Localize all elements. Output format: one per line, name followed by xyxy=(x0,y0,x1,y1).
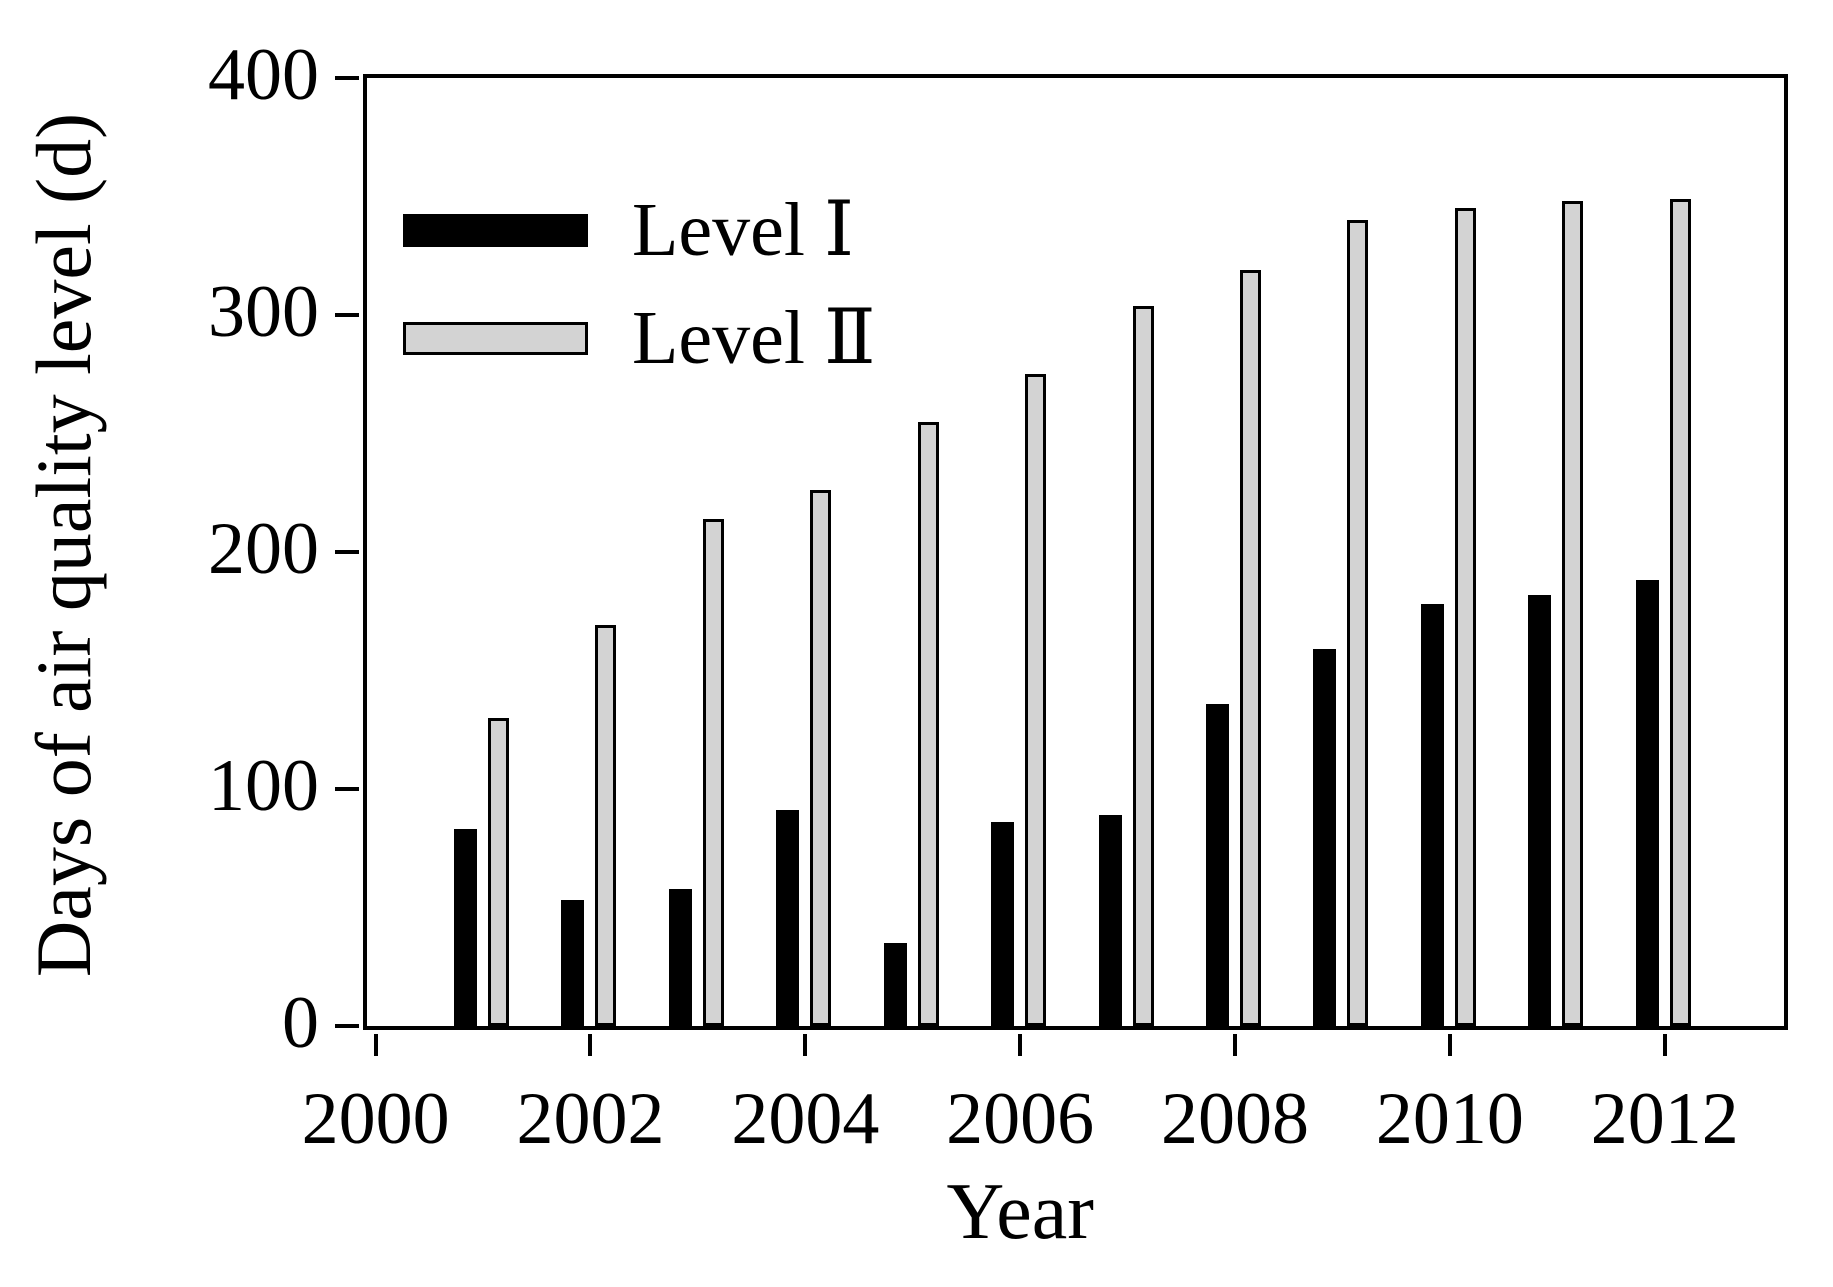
x-axis-title: Year xyxy=(946,1168,1094,1256)
x-tick-label: 2010 xyxy=(1375,1078,1524,1160)
x-tick xyxy=(1447,1034,1452,1056)
bar-level1-2011 xyxy=(1528,594,1552,1026)
x-tick xyxy=(1233,1034,1238,1056)
x-tick xyxy=(1662,1034,1667,1056)
y-tick xyxy=(335,550,359,554)
bar-level2-2009 xyxy=(1347,220,1369,1026)
y-tick-label: 100 xyxy=(208,745,319,828)
legend-row-level2: Level Ⅱ xyxy=(403,300,876,376)
y-tick xyxy=(335,787,359,791)
y-tick-label: 300 xyxy=(208,271,319,354)
y-tick xyxy=(335,76,359,80)
bar-level2-2004 xyxy=(810,490,832,1026)
x-tick-label: 2004 xyxy=(731,1078,880,1160)
x-tick-label: 2008 xyxy=(1161,1078,1310,1160)
bar-level2-2007 xyxy=(1132,305,1154,1026)
x-tick-label: 2002 xyxy=(516,1078,665,1160)
y-tick xyxy=(335,1024,359,1028)
bar-level1-2006 xyxy=(991,822,1015,1026)
x-tick xyxy=(373,1034,378,1056)
x-tick-label: 2000 xyxy=(301,1078,450,1160)
y-tick-label: 400 xyxy=(208,34,319,117)
bar-level1-2007 xyxy=(1098,815,1122,1026)
legend-row-level1: Level Ⅰ xyxy=(403,192,854,268)
bar-level1-2003 xyxy=(668,888,692,1026)
bar-level1-2005 xyxy=(883,943,907,1026)
y-axis-title: Days of air quality level (d) xyxy=(20,112,107,978)
bar-level2-2010 xyxy=(1454,208,1476,1026)
x-tick xyxy=(588,1034,593,1056)
x-tick xyxy=(1018,1034,1023,1056)
bar-level1-2012 xyxy=(1635,580,1659,1026)
legend-swatch-level1-icon xyxy=(403,213,588,247)
bar-level2-2008 xyxy=(1240,269,1262,1026)
plot-area: 0 100 200 300 400 2000 2002 2004 2006 2008 2010 20… xyxy=(208,38,1788,1156)
bar-level2-2006 xyxy=(1025,374,1047,1026)
bar-level2-2001 xyxy=(488,717,510,1026)
bar-level1-2008 xyxy=(1206,703,1230,1026)
x-tick-label: 2006 xyxy=(946,1078,1095,1160)
x-tick-label: 2012 xyxy=(1590,1078,1739,1160)
bar-level2-2003 xyxy=(702,518,724,1026)
legend-swatch-level2-icon xyxy=(403,321,588,355)
legend-label-level1: Level Ⅰ xyxy=(632,188,855,272)
y-tick-label: 0 xyxy=(282,982,319,1065)
legend-label-level2: Level Ⅱ xyxy=(632,296,876,380)
y-tick-label: 200 xyxy=(208,508,319,591)
bar-level2-2005 xyxy=(917,421,939,1026)
bar-level1-2009 xyxy=(1313,649,1337,1026)
x-tick xyxy=(803,1034,808,1056)
bar-level2-2012 xyxy=(1669,198,1691,1026)
bar-level1-2004 xyxy=(776,810,800,1026)
bar-level1-2002 xyxy=(561,900,585,1026)
bar-level1-2010 xyxy=(1420,604,1444,1026)
bar-level2-2002 xyxy=(595,625,617,1026)
bar-level2-2011 xyxy=(1562,201,1584,1026)
bar-level1-2001 xyxy=(454,829,478,1026)
y-tick xyxy=(335,313,359,317)
